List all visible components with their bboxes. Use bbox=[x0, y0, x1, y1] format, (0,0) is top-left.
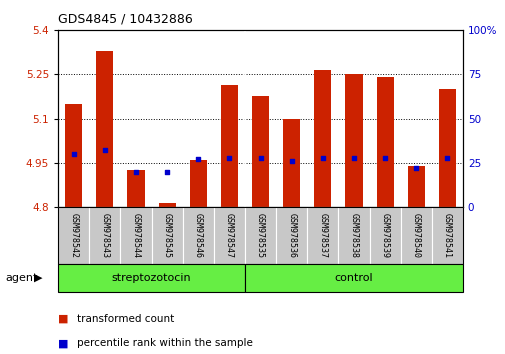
Text: GSM978540: GSM978540 bbox=[411, 213, 420, 258]
Point bbox=[163, 169, 171, 175]
Bar bbox=[189, 160, 207, 207]
Point bbox=[132, 169, 140, 175]
Point bbox=[100, 148, 109, 153]
Text: GDS4845 / 10432886: GDS4845 / 10432886 bbox=[58, 12, 192, 25]
Bar bbox=[244, 264, 462, 292]
Bar bbox=[152, 207, 182, 264]
Point bbox=[442, 155, 450, 160]
Bar bbox=[376, 77, 393, 207]
Text: GSM978539: GSM978539 bbox=[380, 213, 389, 258]
Text: agent: agent bbox=[5, 273, 37, 283]
Bar bbox=[89, 207, 120, 264]
Bar bbox=[65, 104, 82, 207]
Bar bbox=[283, 119, 299, 207]
Text: GSM978536: GSM978536 bbox=[287, 213, 295, 258]
Text: percentile rank within the sample: percentile rank within the sample bbox=[77, 338, 253, 348]
Text: control: control bbox=[334, 273, 373, 283]
Point bbox=[380, 155, 388, 160]
Text: GSM978541: GSM978541 bbox=[442, 213, 451, 258]
Point bbox=[256, 155, 264, 160]
Text: GSM978543: GSM978543 bbox=[100, 213, 109, 258]
Bar bbox=[307, 207, 338, 264]
Text: GSM978544: GSM978544 bbox=[131, 213, 140, 258]
Bar bbox=[221, 85, 237, 207]
Text: streptozotocin: streptozotocin bbox=[112, 273, 191, 283]
Bar bbox=[400, 207, 431, 264]
Bar bbox=[182, 207, 214, 264]
Point bbox=[318, 155, 326, 160]
Text: GSM978545: GSM978545 bbox=[162, 213, 171, 258]
Point bbox=[225, 155, 233, 160]
Text: GSM978547: GSM978547 bbox=[225, 213, 233, 258]
Bar bbox=[244, 207, 276, 264]
Point bbox=[412, 165, 420, 171]
Bar bbox=[158, 202, 175, 207]
Text: GSM978546: GSM978546 bbox=[193, 213, 203, 258]
Point bbox=[194, 156, 202, 162]
Bar bbox=[438, 89, 455, 207]
Bar bbox=[58, 264, 244, 292]
Point bbox=[287, 158, 295, 164]
Bar bbox=[127, 170, 144, 207]
Text: GSM978535: GSM978535 bbox=[256, 213, 265, 258]
Bar bbox=[345, 74, 362, 207]
Text: ■: ■ bbox=[58, 338, 69, 348]
Bar bbox=[251, 97, 269, 207]
Text: ■: ■ bbox=[58, 314, 69, 324]
Bar bbox=[120, 207, 152, 264]
Bar bbox=[214, 207, 244, 264]
Point bbox=[70, 151, 78, 157]
Bar bbox=[58, 207, 89, 264]
Bar bbox=[96, 51, 113, 207]
Bar bbox=[407, 166, 424, 207]
Text: transformed count: transformed count bbox=[77, 314, 174, 324]
Bar bbox=[276, 207, 307, 264]
Bar bbox=[314, 70, 331, 207]
Text: GSM978538: GSM978538 bbox=[349, 213, 358, 258]
Text: GSM978542: GSM978542 bbox=[69, 213, 78, 258]
Text: ▶: ▶ bbox=[34, 273, 43, 283]
Point bbox=[349, 155, 358, 160]
Bar bbox=[431, 207, 462, 264]
Bar bbox=[369, 207, 400, 264]
Text: GSM978537: GSM978537 bbox=[318, 213, 327, 258]
Bar bbox=[338, 207, 369, 264]
